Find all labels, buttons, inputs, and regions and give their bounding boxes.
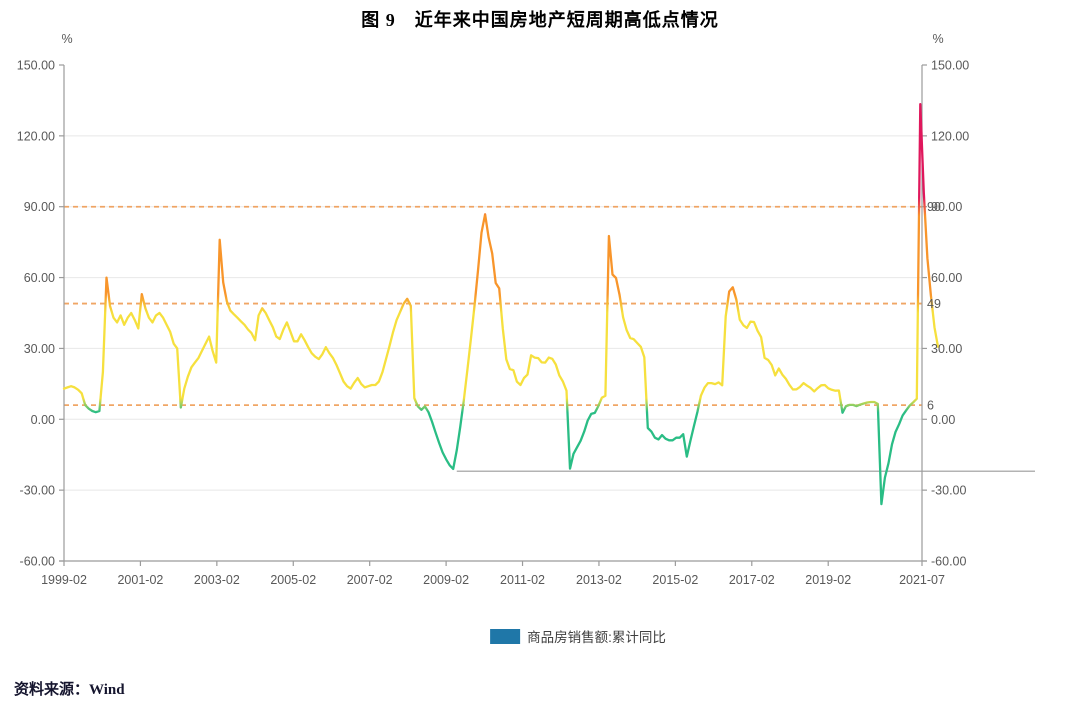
- svg-text:2007-02: 2007-02: [347, 573, 393, 587]
- x-axis-labels: 1999-02 2001-02 2003-02 2005-02 2007-02 2009-…: [41, 573, 945, 587]
- svg-text:90.00: 90.00: [24, 200, 55, 214]
- chart-canvas: 150.00120.0090.0060.0030.000.00-30.00-60…: [17, 32, 1035, 587]
- legend-swatch: [490, 628, 521, 644]
- y-axis-labels-left: 150.00 120.00 90.00 60.00 30.00 0.00 -30.00 -60…: [17, 59, 55, 569]
- gridlines: [64, 135, 922, 491]
- svg-text:2009-02: 2009-02: [423, 573, 469, 587]
- threshold-labels: 90 49 6: [927, 200, 941, 412]
- legend-label: 商品房销售额:累计同比: [527, 630, 666, 645]
- svg-text:2017-02: 2017-02: [729, 573, 775, 587]
- svg-text:150.00: 150.00: [17, 59, 55, 73]
- svg-text:30.00: 30.00: [931, 342, 962, 356]
- threshold-lines: [64, 205, 922, 407]
- svg-text:150.00: 150.00: [931, 59, 969, 73]
- svg-text:2021-07: 2021-07: [899, 573, 945, 587]
- svg-text:120.00: 120.00: [931, 129, 969, 143]
- svg-text:-60.00: -60.00: [20, 555, 55, 569]
- y-axis-labels-right: 150.00 120.00 90.00 60.00 30.00 0.00 -30.00 -60…: [931, 59, 969, 569]
- svg-text:1999-02: 1999-02: [41, 573, 87, 587]
- svg-text:90: 90: [927, 200, 941, 214]
- axes: [59, 64, 927, 566]
- svg-text:6: 6: [927, 399, 934, 413]
- svg-text:120.00: 120.00: [17, 129, 55, 143]
- svg-text:60.00: 60.00: [931, 271, 962, 285]
- chart-area: 150.00 120.00 90.00 60.00 30.00 0.00 -30.00 -60…: [0, 30, 1080, 620]
- svg-text:90.00: 90.00: [931, 200, 962, 214]
- svg-text:0.00: 0.00: [931, 413, 955, 427]
- svg-text:60.00: 60.00: [24, 271, 55, 285]
- svg-text:%: %: [932, 32, 943, 46]
- svg-text:2011-02: 2011-02: [500, 573, 545, 587]
- svg-text:2015-02: 2015-02: [652, 573, 698, 587]
- svg-text:2005-02: 2005-02: [270, 573, 316, 587]
- svg-text:-30.00: -30.00: [20, 484, 55, 498]
- axis-unit-labels: %%: [61, 32, 943, 46]
- svg-text:2003-02: 2003-02: [194, 573, 240, 587]
- svg-text:-60.00: -60.00: [931, 555, 966, 569]
- svg-text:2013-02: 2013-02: [576, 573, 622, 587]
- svg-text:0.00: 0.00: [31, 413, 55, 427]
- svg-text:-30.00: -30.00: [931, 484, 966, 498]
- series-line: [62, 103, 940, 506]
- svg-text:49: 49: [927, 297, 941, 311]
- source-note: 资料来源：Wind: [14, 682, 125, 698]
- svg-text:2001-02: 2001-02: [117, 573, 163, 587]
- svg-text:30.00: 30.00: [24, 342, 55, 356]
- chart-title: 图 9 近年来中国房地产短周期高低点情况: [361, 10, 719, 30]
- svg-text:2019-02: 2019-02: [805, 573, 851, 587]
- legend-item: 商品房销售额:累计同比: [490, 626, 666, 646]
- svg-text:%: %: [61, 32, 72, 46]
